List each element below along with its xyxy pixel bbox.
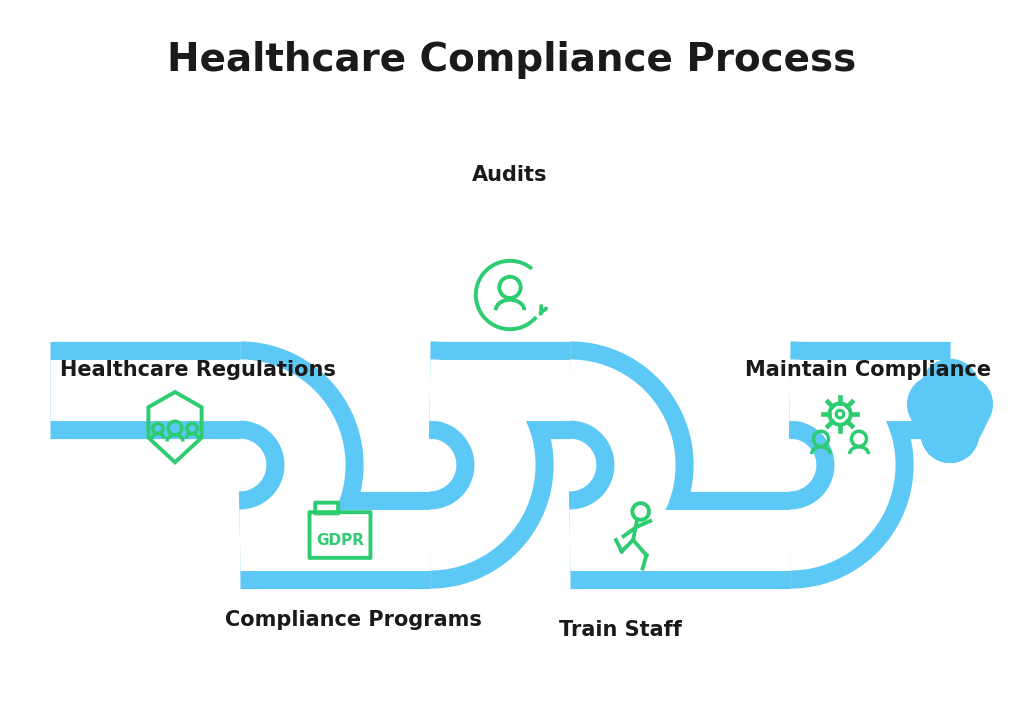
Text: Healthcare Regulations: Healthcare Regulations <box>60 360 336 380</box>
Text: Train Staff: Train Staff <box>558 620 681 640</box>
Text: Maintain Compliance: Maintain Compliance <box>745 360 991 380</box>
Text: Audits: Audits <box>472 165 548 185</box>
Text: GDPR: GDPR <box>316 533 364 548</box>
Text: Compliance Programs: Compliance Programs <box>225 610 482 630</box>
Text: Healthcare Compliance Process: Healthcare Compliance Process <box>167 41 857 79</box>
